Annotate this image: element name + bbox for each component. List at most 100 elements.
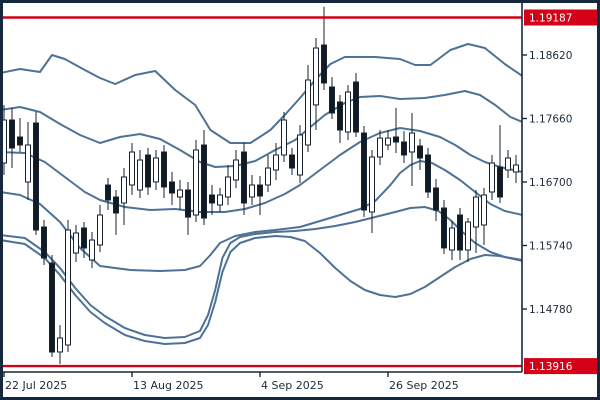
candle-body: [497, 166, 503, 198]
candle: [129, 143, 135, 195]
candle: [81, 222, 87, 258]
candle-body: [121, 176, 127, 204]
band-6-line: [2, 235, 522, 345]
candle-body: [513, 164, 519, 173]
y-tick-label: 1.15740: [529, 240, 572, 252]
plot-area[interactable]: [0, 6, 522, 364]
candle: [249, 175, 255, 205]
x-tick-label: 22 Jul 2025: [5, 379, 67, 392]
candle: [425, 148, 431, 198]
candle-body: [273, 154, 279, 171]
x-tick-label: 13 Aug 2025: [133, 379, 203, 392]
candle: [489, 155, 495, 200]
candle-body: [73, 232, 79, 254]
candle: [417, 139, 423, 170]
candles: [2, 6, 519, 364]
candle-body: [353, 81, 359, 133]
candle-body: [153, 157, 159, 183]
candle: [89, 232, 95, 268]
candle: [329, 77, 335, 119]
x-tick-label: 4 Sep 2025: [261, 379, 324, 392]
candle-body: [329, 86, 335, 114]
candle: [113, 190, 119, 235]
candle: [449, 221, 455, 260]
band-3-line: [2, 127, 522, 213]
candle-body: [305, 79, 311, 146]
band-4-line: [2, 160, 522, 272]
y-tick-label: 1.14780: [529, 304, 572, 316]
candle: [481, 188, 487, 245]
candle-body: [65, 229, 71, 346]
candle: [41, 220, 47, 265]
candle: [209, 185, 215, 215]
candle: [73, 225, 79, 262]
candle-body: [241, 151, 247, 204]
x-tick-label: 26 Sep 2025: [389, 379, 459, 392]
candle-body: [145, 154, 151, 188]
candle-body: [33, 122, 39, 231]
candle-body: [337, 101, 343, 131]
candle: [105, 178, 111, 210]
band-2-line: [2, 90, 522, 168]
candle: [385, 130, 391, 150]
support-price-tag: [524, 358, 598, 375]
candle: [233, 150, 239, 188]
candle: [97, 205, 103, 252]
resistance-price-tag: [524, 9, 598, 26]
candle-body: [361, 132, 367, 211]
candle: [497, 125, 503, 203]
candle-body: [185, 189, 191, 218]
candle-body: [217, 194, 223, 206]
candle: [241, 143, 247, 215]
candle-body: [41, 226, 47, 259]
candle-body: [105, 184, 111, 201]
candle: [169, 172, 175, 205]
candle-body: [265, 167, 271, 186]
candle-body: [401, 141, 407, 156]
candle: [217, 188, 223, 212]
candle: [465, 218, 471, 262]
candle-body: [49, 262, 55, 353]
candle-body: [393, 136, 399, 143]
candle-body: [193, 149, 199, 216]
candle: [473, 190, 479, 253]
y-tick-label: 1.18620: [529, 50, 572, 62]
candle: [153, 150, 159, 190]
candle: [2, 105, 7, 175]
candle-body: [281, 119, 287, 156]
candle: [185, 182, 191, 235]
candle: [313, 38, 319, 130]
candle: [505, 150, 511, 178]
candle: [409, 113, 415, 186]
candle: [57, 325, 63, 364]
candle-body: [385, 137, 391, 146]
candle-body: [473, 196, 479, 228]
candle-body: [257, 184, 263, 197]
candle-body: [209, 194, 215, 204]
candle: [265, 155, 271, 192]
candle: [401, 131, 407, 163]
candle: [305, 65, 311, 152]
candle: [65, 220, 71, 352]
band-1-line: [2, 43, 522, 144]
resistance-price-label: 1.19187: [529, 13, 572, 25]
candle-body: [345, 91, 351, 133]
candle-body: [113, 196, 119, 214]
y-tick-label: 1.16700: [529, 177, 572, 189]
candle: [33, 112, 39, 235]
candle: [161, 145, 167, 198]
candle-body: [441, 207, 447, 249]
candle-body: [9, 119, 15, 149]
candle-body: [81, 227, 87, 249]
candle: [337, 95, 343, 143]
candle-body: [201, 144, 207, 219]
candle-body: [377, 137, 383, 158]
candle: [289, 148, 295, 175]
candle: [145, 148, 151, 195]
candle-body: [17, 136, 23, 146]
candle: [177, 180, 183, 210]
